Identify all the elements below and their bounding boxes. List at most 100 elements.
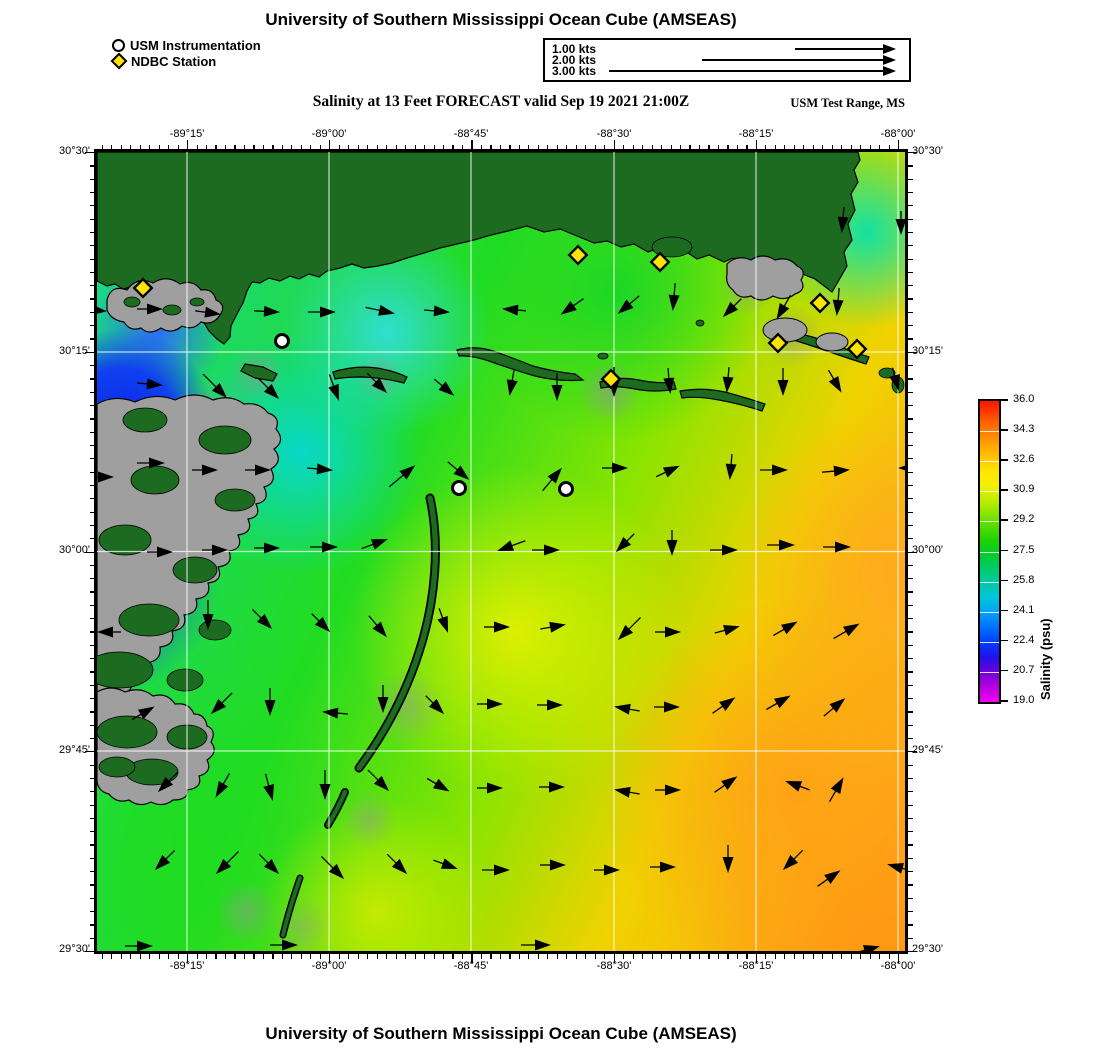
land-area [456, 347, 585, 382]
lon-tick-bottom [642, 954, 644, 959]
current-arrow [311, 613, 331, 633]
current-arrow [668, 283, 680, 311]
lon-tick-top [679, 144, 682, 149]
current-arrowhead-icon [487, 698, 503, 710]
current-arrowhead-icon [722, 376, 734, 393]
lon-tick-top [623, 144, 625, 149]
lon-tick-bottom [594, 954, 596, 959]
lat-tick-left [89, 165, 94, 167]
colorbar-separator [980, 671, 999, 673]
lon-tick-top [177, 144, 179, 149]
lon-tick-bottom [253, 954, 255, 959]
lon-tick-top [101, 144, 103, 149]
lon-tick-bottom [556, 954, 558, 959]
current-arrow [131, 706, 155, 721]
current-arrow [251, 608, 273, 630]
lon-tick-bottom [850, 954, 852, 959]
current-arrow [137, 457, 165, 469]
lat-tick-left [89, 178, 94, 180]
lon-tick-bottom [442, 954, 445, 959]
current-arrowhead-icon [263, 305, 280, 317]
lon-tick-top [357, 144, 359, 149]
lat-tick-right [908, 285, 913, 287]
lon-tick-top [471, 140, 473, 149]
current-arrow [773, 621, 798, 637]
current-arrow [766, 695, 791, 711]
current-arrowhead-icon [776, 302, 790, 320]
current-arrow [328, 374, 340, 401]
lon-tick-bottom [130, 954, 132, 959]
lon-tick-bottom [461, 954, 464, 959]
current-arrow [437, 608, 449, 633]
current-arrow [482, 864, 510, 876]
marsh-area [726, 255, 804, 301]
current-arrowhead-icon [615, 536, 632, 553]
lon-tick-bottom [736, 954, 739, 959]
colorbar-separator [980, 551, 999, 553]
current-arrow [655, 626, 681, 638]
lat-tick-right [908, 844, 913, 846]
lon-tick-top [224, 144, 227, 149]
lon-tick-bottom [661, 954, 663, 959]
current-arrow [560, 298, 584, 315]
current-arrow [365, 304, 395, 316]
lon-tick-bottom [679, 954, 682, 959]
island-patch [98, 524, 152, 556]
current-arrowhead-icon [215, 780, 229, 798]
island-patch [166, 668, 204, 692]
current-arrow [202, 544, 228, 556]
lon-tick-bottom [471, 954, 473, 963]
colorbar-separator [980, 521, 999, 523]
lon-tick-top [736, 144, 739, 149]
lon-tick-top [585, 144, 587, 149]
current-arrow [210, 692, 233, 715]
current-arrowhead-icon [497, 540, 515, 552]
lon-tick-top [689, 144, 691, 149]
island-patch [597, 352, 609, 360]
colorbar-tick-label: 34.3 [1013, 423, 1035, 436]
current-arrow [594, 864, 620, 876]
current-arrowhead-icon [137, 706, 155, 720]
current-arrow [263, 773, 274, 801]
lon-tick-bottom [111, 954, 113, 959]
current-arrow [889, 367, 900, 391]
lon-tick-bottom [405, 954, 407, 959]
current-arrowhead-icon [202, 464, 218, 476]
current-arrow [542, 467, 562, 492]
lat-tick-left [85, 351, 94, 353]
lat-tick-left [89, 711, 94, 713]
lat-tick-left [85, 152, 94, 154]
lon-label-top: -88°15' [738, 128, 774, 140]
lat-label-right: 29°45' [912, 744, 943, 756]
lon-tick-top [120, 144, 122, 149]
lon-tick-top [869, 144, 871, 149]
current-arrow [368, 615, 387, 638]
island-patch [172, 556, 218, 584]
current-arrowhead-icon [211, 382, 228, 399]
current-arrowhead-icon [210, 698, 227, 715]
lat-tick-right [908, 405, 913, 407]
colorbar-separator [980, 461, 999, 463]
current-arrowhead-icon [782, 854, 799, 871]
current-arrow [760, 464, 788, 476]
lat-tick-left [89, 578, 94, 580]
lat-tick-left [89, 618, 94, 620]
lat-tick-right [908, 658, 913, 660]
current-arrowhead-icon [97, 304, 107, 316]
current-arrow [97, 471, 114, 483]
lat-tick-right [908, 338, 913, 340]
current-arrowhead-icon [264, 700, 276, 716]
current-arrowhead-icon [433, 305, 450, 317]
lat-tick-left [89, 897, 94, 899]
current-arrowhead-icon [428, 698, 445, 715]
lat-tick-left [89, 591, 94, 593]
lon-tick-top [310, 144, 312, 149]
lat-tick-right [908, 165, 913, 167]
current-arrow [654, 701, 680, 713]
current-arrow [264, 688, 276, 716]
lon-tick-top [784, 144, 786, 149]
current-arrowhead-icon [833, 465, 850, 477]
lon-tick-top [888, 144, 890, 149]
lon-tick-bottom [177, 954, 179, 959]
current-arrowhead-icon [204, 306, 221, 318]
